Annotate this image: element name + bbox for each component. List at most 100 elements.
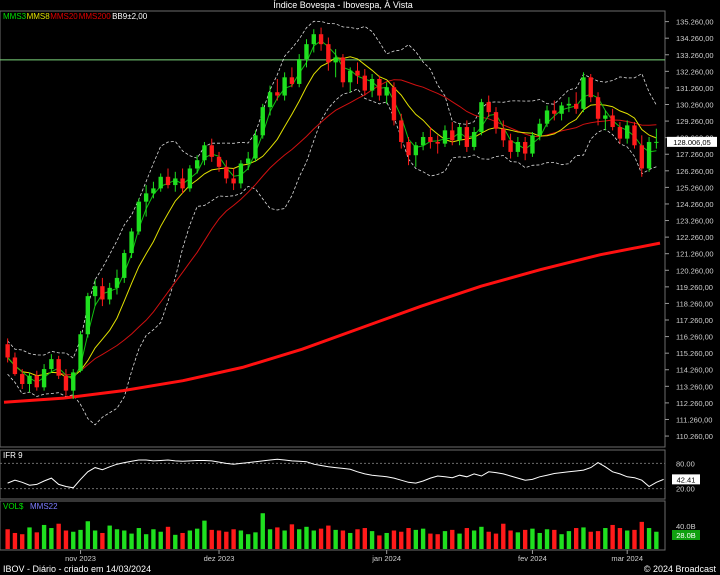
price-tick-label: 133.260,00 (676, 51, 714, 60)
volume-bar (289, 524, 295, 549)
candle (573, 92, 579, 114)
candle-body (318, 34, 324, 45)
candle-body (333, 57, 338, 63)
candle (165, 168, 171, 189)
candle (180, 168, 185, 194)
candle (501, 120, 506, 147)
candle (12, 352, 18, 376)
rsi-panel-frame (0, 449, 666, 500)
volume-bar (282, 530, 287, 549)
volume-bar (20, 534, 25, 549)
candle (391, 82, 397, 126)
volume-bar (187, 530, 193, 549)
candle (151, 181, 156, 199)
x-tick-label: jan 2024 (371, 554, 401, 563)
candle-body (173, 178, 178, 186)
candle (566, 97, 572, 113)
volume-bar (107, 525, 112, 549)
volume-bar (326, 525, 331, 549)
x-tick-label: dez 2023 (204, 554, 235, 563)
volume-bar (552, 529, 557, 549)
volume-bar (151, 529, 156, 549)
mms20-line (7, 79, 657, 377)
volume-bar (340, 530, 346, 549)
candle (486, 95, 491, 118)
volume-bar (297, 529, 302, 549)
rsi-panel[interactable]: IFR 9 (0, 449, 666, 500)
candle-body (49, 359, 54, 370)
candle-body (165, 176, 171, 186)
candle (610, 108, 615, 131)
volume-ma-tag (672, 530, 700, 540)
mms200-line (3, 241, 661, 404)
candle-body (129, 231, 134, 254)
candle (654, 128, 659, 149)
volume-bar (639, 521, 644, 549)
volume-bar (442, 531, 448, 549)
candle-body (457, 127, 462, 141)
candle-body (515, 141, 521, 152)
rsi-line (0, 458, 665, 490)
candle-body (369, 78, 375, 91)
candle (464, 120, 470, 152)
candle (41, 364, 47, 391)
rsi-value-label: 42.41 (677, 475, 696, 484)
rsi-label: IFR 9 (3, 451, 23, 460)
volume-panel[interactable]: VOL$ MMS22 (0, 500, 666, 551)
candle-body (253, 135, 258, 159)
candle (158, 173, 163, 192)
legend-item: MMS3 (3, 12, 27, 21)
candle-body (202, 145, 207, 161)
candle (603, 110, 608, 131)
price-tick-label: 122.260,00 (676, 233, 714, 242)
price-tick-label: 115.260,00 (676, 349, 713, 358)
volume-bar (566, 531, 572, 549)
candle (617, 122, 623, 144)
volume-ma-value: 28.0B (676, 531, 696, 540)
volume-bar (209, 529, 214, 549)
candle (143, 185, 149, 217)
candle (129, 228, 134, 259)
price-tick-label: 123.260,00 (676, 217, 714, 226)
volume-bar (464, 528, 470, 549)
x-axis: nov 2023 dez 2023 jan 2024 fev 2024 mar 2024 (65, 550, 643, 563)
candle-body (92, 286, 98, 297)
candle (34, 370, 39, 391)
volume-bar (158, 531, 163, 549)
candle-body (340, 57, 346, 83)
price-panel[interactable]: MMS3 MMS8 MMS20 MMS200 BB9±2,00 (0, 10, 666, 448)
price-tick-label: 116.260,00 (676, 333, 713, 342)
volume-bar (573, 528, 579, 549)
price-tick-label: 127.260,00 (676, 150, 714, 159)
volume-bar (245, 534, 251, 549)
volume-bar (12, 532, 18, 549)
volume-bar (165, 526, 171, 549)
volume-bar (78, 529, 83, 549)
volume-bar (56, 523, 61, 549)
candle (384, 82, 389, 104)
rsi-tick-label: 20.00 (676, 485, 695, 494)
price-legend: MMS3 MMS8 MMS20 MMS200 BB9±2,00 (3, 12, 148, 21)
volume-bar (413, 529, 419, 549)
candle-body (122, 253, 127, 278)
volume-bar (479, 526, 484, 549)
volume-bar (260, 513, 265, 549)
candle-body (5, 344, 10, 358)
volume-bar (63, 530, 69, 549)
candle-body (522, 141, 528, 154)
candle (253, 130, 258, 162)
volume-bar (471, 530, 477, 549)
footer-left: IBOV - Diário - criado em 14/03/2024 (3, 564, 151, 574)
volume-ma-label: MMS22 (30, 502, 58, 511)
candle-body (282, 77, 287, 96)
candle-body (435, 141, 440, 144)
candle-body (603, 115, 608, 119)
candle-body (27, 375, 32, 385)
candle (639, 135, 644, 177)
candle (122, 249, 127, 283)
candle (625, 120, 630, 144)
volume-bar (100, 532, 105, 549)
volume-bar (355, 529, 360, 549)
